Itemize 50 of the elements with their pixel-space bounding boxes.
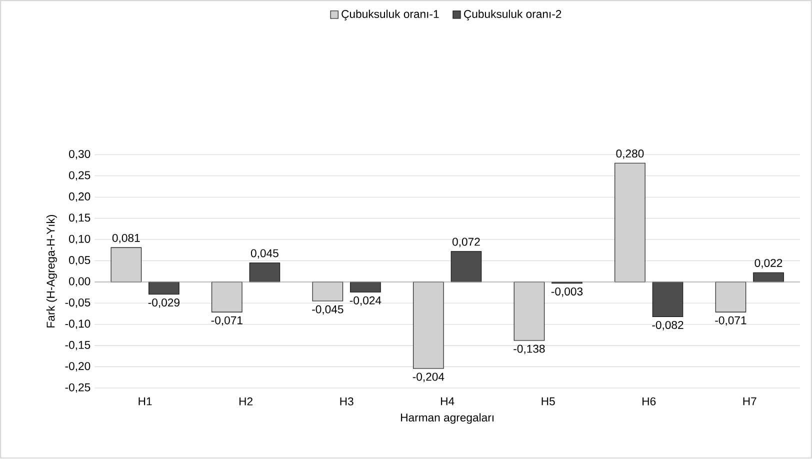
bar [614, 163, 646, 282]
y-tick-label: -0,15 [65, 341, 90, 350]
x-tick-label: H3 [340, 398, 354, 406]
data-label: -0,045 [312, 305, 344, 315]
x-tick-label: H7 [743, 398, 756, 406]
bar [350, 282, 381, 293]
y-tick-label: -0,10 [65, 320, 90, 330]
data-label: -0,071 [715, 316, 746, 326]
bar [413, 282, 444, 369]
bar [715, 282, 746, 312]
data-label: -0,003 [551, 288, 583, 297]
y-tick-label: -0,25 [65, 383, 90, 393]
bar [249, 262, 280, 282]
x-tick-label: H4 [441, 398, 454, 406]
y-tick-label: 0,30 [69, 150, 90, 160]
y-axis-title: Fark (H-Agrega-H-Yık) [46, 215, 57, 328]
bar [753, 272, 784, 282]
y-tick-label: 0,25 [69, 171, 90, 181]
data-label: 0,280 [616, 150, 644, 160]
legend-label: Çubuksuluk oranı-2 [464, 10, 562, 20]
bar [148, 282, 180, 295]
y-tick-label: 0,00 [69, 277, 90, 287]
x-tick-label: H2 [239, 398, 252, 406]
bar [312, 282, 344, 302]
y-tick-label: 0,15 [69, 214, 90, 224]
data-label: -0,029 [148, 298, 180, 308]
bar [212, 282, 242, 312]
y-tick-label: 0,10 [69, 235, 90, 244]
x-tick-label: H6 [642, 398, 656, 406]
x-axis-title: Harman agregaları [401, 413, 494, 424]
bar [450, 251, 482, 282]
y-tick-label: -0,05 [65, 298, 90, 308]
data-label: -0,024 [350, 296, 382, 306]
data-label: -0,204 [412, 372, 444, 382]
bar [514, 282, 545, 341]
data-label: 0,072 [452, 238, 480, 248]
data-label: 0,081 [112, 234, 140, 244]
data-label: -0,082 [652, 321, 684, 331]
data-label: 0,045 [250, 249, 278, 259]
x-tick-label: H5 [542, 398, 555, 406]
y-tick-label: -0,20 [65, 362, 90, 372]
bar [652, 282, 684, 318]
data-label: -0,071 [211, 316, 242, 326]
y-tick-label: 0,20 [69, 192, 90, 202]
legend-label: Çubuksuluk oranı-1 [342, 10, 439, 20]
data-label: -0,138 [514, 344, 545, 354]
y-tick-label: 0,05 [69, 256, 90, 266]
x-tick-label: H1 [138, 398, 152, 406]
bar [110, 247, 142, 282]
data-label: 0,022 [754, 259, 782, 268]
